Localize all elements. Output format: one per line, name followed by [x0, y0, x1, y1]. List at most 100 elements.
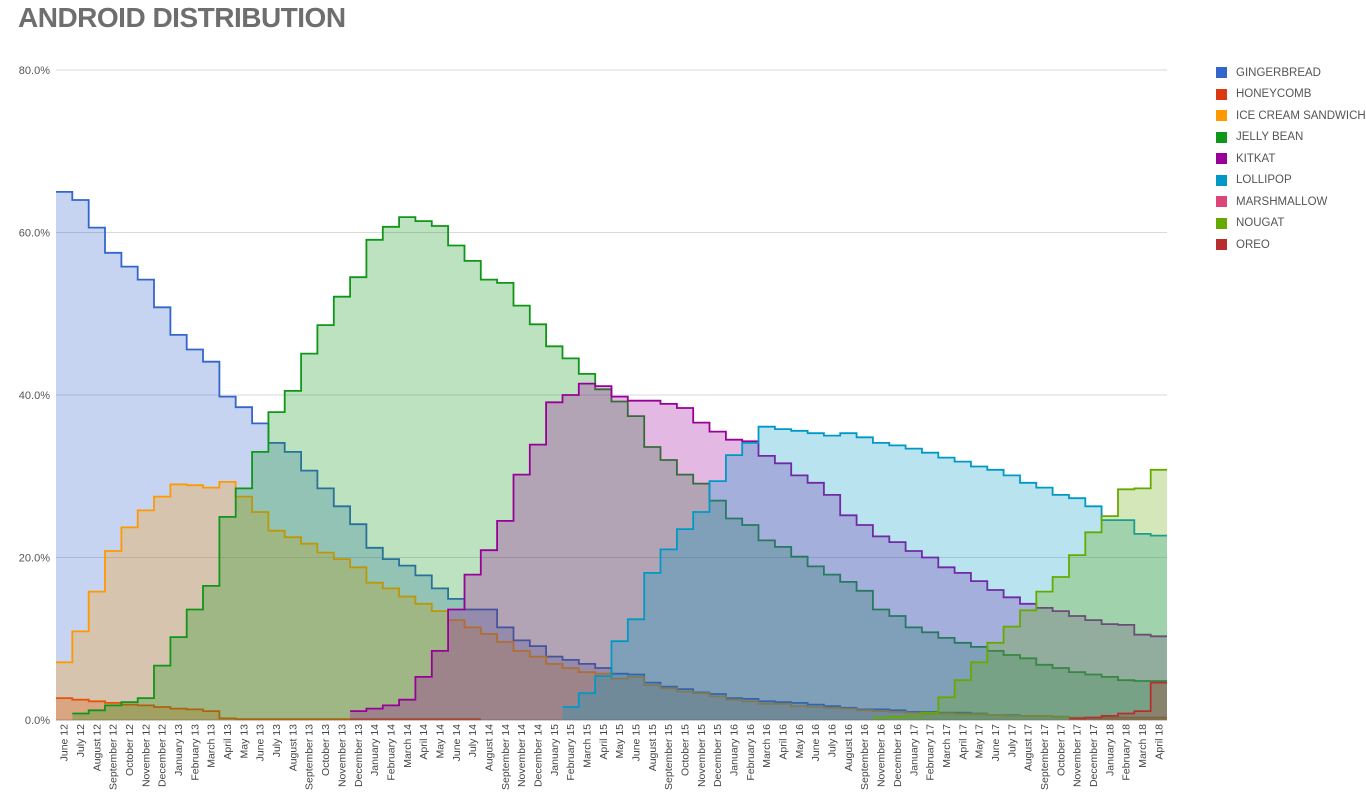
x-tick: July 14 [467, 724, 479, 757]
x-tick: June 16 [810, 724, 822, 762]
series-area-kitkat [350, 383, 1168, 720]
x-tick: April 13 [222, 724, 234, 760]
x-tick-label: August 16 [843, 724, 855, 771]
x-tick: September 17 [1039, 724, 1051, 790]
y-tick-label: 20.0% [19, 553, 50, 565]
x-tick-label: March 18 [1137, 724, 1149, 768]
legend-swatch [1216, 174, 1227, 186]
x-tick: January 18 [1104, 724, 1116, 776]
x-tick: March 17 [941, 724, 953, 768]
series-line-jelly-bean [72, 216, 1167, 715]
x-tick-label: November 17 [1072, 724, 1084, 787]
x-tick: June 15 [631, 724, 643, 762]
y-tick-label: 40.0% [19, 390, 50, 402]
legend-swatch [1216, 67, 1227, 79]
x-tick-label: November 15 [696, 724, 708, 787]
x-tick: July 13 [271, 724, 283, 757]
x-tick-label: February 18 [1121, 724, 1133, 781]
x-tick-label: March 16 [761, 724, 773, 768]
x-tick: March 14 [402, 724, 414, 768]
legend-item-gingerbread: GINGERBREAD [1216, 62, 1366, 84]
x-tick-label: February 13 [189, 724, 201, 781]
legend-label: GINGERBREAD [1236, 66, 1321, 79]
x-tick-label: September 13 [304, 724, 316, 790]
series-line-nougat [872, 468, 1167, 719]
x-tick: July 17 [1006, 724, 1018, 757]
y-tick-label: 0.0% [25, 715, 50, 727]
x-tick: May 13 [238, 724, 250, 759]
x-tick-label: January 13 [173, 724, 185, 776]
x-tick-label: June 12 [59, 724, 71, 762]
x-tick: May 14 [434, 724, 446, 759]
x-tick: March 16 [761, 724, 773, 768]
x-tick: May 17 [974, 724, 986, 759]
x-tick: November 12 [140, 724, 152, 787]
x-tick-label: January 15 [549, 724, 561, 776]
x-tick: July 12 [75, 724, 87, 757]
x-tick: October 12 [124, 724, 136, 776]
series-area-lollipop [562, 426, 1167, 720]
x-tick-label: February 14 [385, 724, 397, 781]
x-tick: November 14 [516, 724, 528, 787]
x-tick: June 13 [255, 724, 267, 762]
x-tick-label: July 14 [467, 724, 479, 757]
series-area-oreo [1069, 682, 1167, 720]
x-tick-label: March 17 [941, 724, 953, 768]
x-tick: April 16 [778, 724, 790, 760]
y-tick-label: 80.0% [19, 65, 50, 77]
legend-swatch [1216, 110, 1227, 122]
x-tick: August 14 [484, 724, 496, 771]
legend-swatch [1216, 131, 1227, 143]
legend-item-jelly-bean: JELLY BEAN [1216, 127, 1366, 149]
legend-label: OREO [1236, 238, 1270, 251]
legend-label: MARSHMALLOW [1236, 195, 1328, 208]
x-tick-label: May 13 [238, 724, 250, 759]
x-tick: February 16 [745, 724, 757, 781]
x-tick: August 16 [843, 724, 855, 771]
x-tick-label: November 13 [336, 724, 348, 787]
x-tick: March 13 [206, 724, 218, 768]
legend-item-marshmallow: MARSHMALLOW [1216, 191, 1366, 213]
x-tick-label: April 15 [598, 724, 610, 760]
x-tick: October 15 [680, 724, 692, 776]
x-tick: December 12 [157, 724, 169, 787]
x-tick: December 17 [1088, 724, 1100, 787]
x-tick: June 17 [990, 724, 1002, 762]
legend-item-oreo: OREO [1216, 234, 1366, 256]
chart-title: ANDROID DISTRIBUTION [18, 2, 346, 33]
x-tick: February 14 [385, 724, 397, 781]
legend-label: JELLY BEAN [1236, 131, 1304, 144]
x-tick-label: December 17 [1088, 724, 1100, 787]
x-tick-label: October 12 [124, 724, 136, 776]
x-tick: October 13 [320, 724, 332, 776]
x-tick: February 15 [565, 724, 577, 781]
legend-swatch [1216, 196, 1227, 208]
x-tick: April 17 [957, 724, 969, 760]
x-tick-label: May 16 [794, 724, 806, 759]
x-tick-label: August 17 [1023, 724, 1035, 771]
legend-label: LOLLIPOP [1236, 174, 1292, 187]
x-tick-label: January 17 [908, 724, 920, 776]
x-tick-label: May 14 [434, 724, 446, 759]
x-tick-label: June 13 [255, 724, 267, 762]
series-line-kitkat [350, 382, 1167, 712]
x-tick: August 13 [287, 724, 299, 771]
x-tick-label: December 16 [892, 724, 904, 787]
x-tick: December 16 [892, 724, 904, 787]
x-tick: April 14 [418, 724, 430, 760]
x-tick-label: March 15 [582, 724, 594, 768]
legend-item-nougat: NOUGAT [1216, 213, 1366, 235]
x-tick: February 13 [189, 724, 201, 781]
x-tick: January 16 [729, 724, 741, 776]
x-tick: September 15 [663, 724, 675, 790]
series-line-honeycomb [56, 697, 481, 721]
x-tick-label: December 14 [533, 724, 545, 787]
x-tick-label: November 16 [876, 724, 888, 787]
x-tick-label: December 15 [712, 724, 724, 787]
x-tick-label: September 15 [663, 724, 675, 790]
x-tick: May 15 [614, 724, 626, 759]
x-tick-label: May 17 [974, 724, 986, 759]
x-tick: May 16 [794, 724, 806, 759]
